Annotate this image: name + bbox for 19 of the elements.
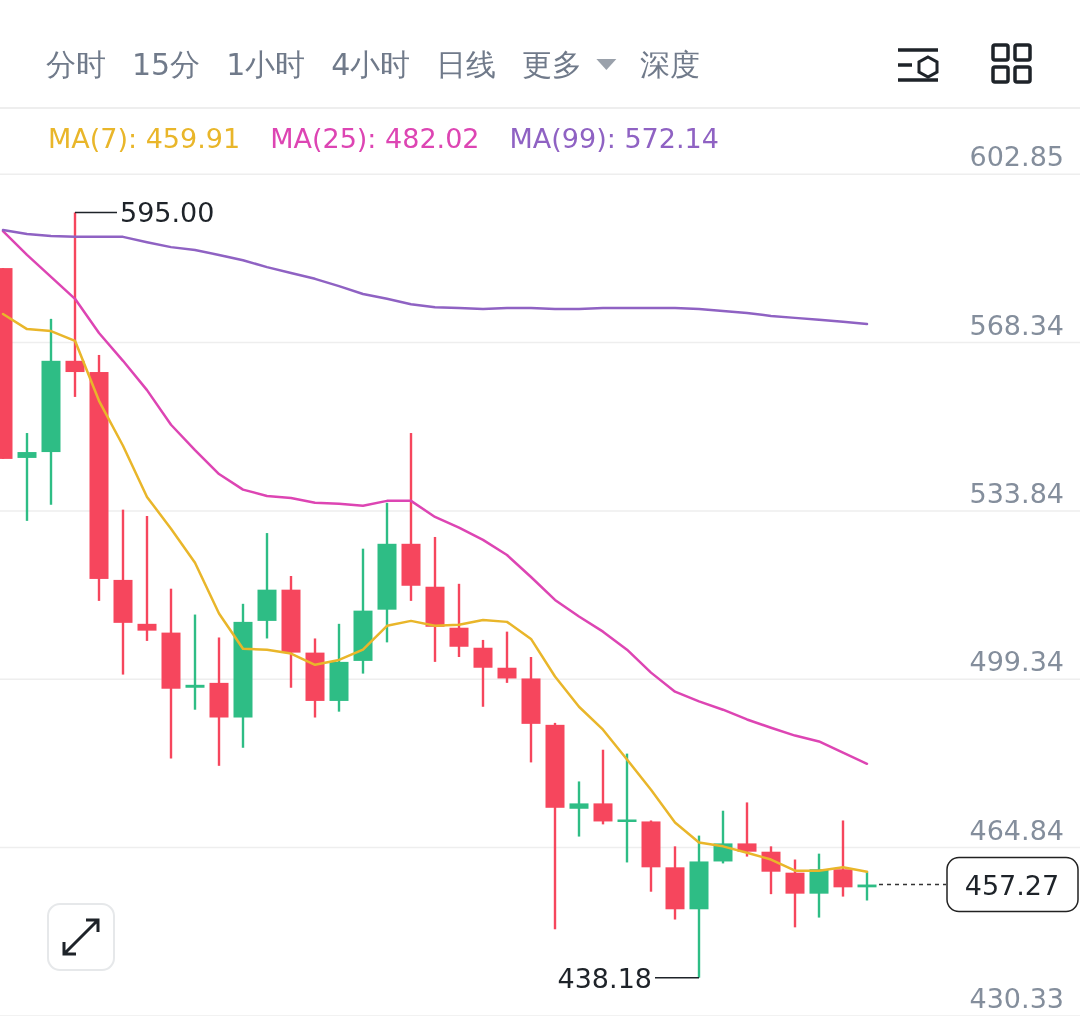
y-tick-label: 533.84 bbox=[969, 477, 1064, 509]
ref-line-label: 457.27 bbox=[964, 869, 1060, 901]
text: 1小时 bbox=[226, 47, 306, 82]
y-tick-label: 464.84 bbox=[969, 814, 1064, 846]
text: 15分 bbox=[132, 47, 201, 82]
text: MA(7): 459.91 bbox=[48, 123, 241, 154]
text: 日线 bbox=[436, 47, 497, 82]
y-tick-label: 430.33 bbox=[969, 983, 1064, 1014]
text: MA(25): 482.02 bbox=[270, 123, 480, 154]
text: 更多 bbox=[522, 47, 583, 82]
annotation: 438.18 bbox=[557, 962, 652, 994]
text: MA(99): 572.14 bbox=[509, 123, 719, 154]
y-tick-label: 568.34 bbox=[969, 309, 1064, 341]
text: 4小时 bbox=[331, 47, 411, 82]
y-tick-label: 602.85 bbox=[969, 141, 1064, 173]
annotation: 595.00 bbox=[120, 197, 215, 229]
y-tick-label: 499.34 bbox=[969, 646, 1064, 678]
text: 深度 bbox=[640, 47, 701, 82]
text: 分时 bbox=[46, 47, 106, 82]
